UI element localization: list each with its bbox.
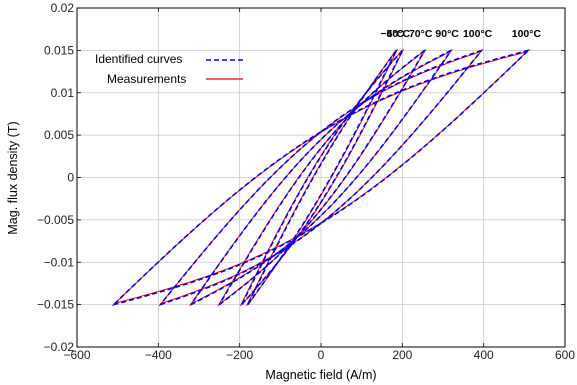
temperature-label: −5°C — [380, 28, 404, 40]
temperature-label: 100°C — [463, 28, 493, 40]
identified-branch-ascending — [160, 49, 483, 306]
temperature-label: 100°C — [512, 28, 542, 40]
legend-label-identified: Identified curves — [95, 52, 182, 66]
temperature-label: 70°C — [409, 28, 433, 40]
y-tick-label: 0 — [67, 171, 74, 185]
y-tick-label: −0.02 — [44, 340, 75, 354]
identified-branch-ascending — [190, 49, 452, 306]
temperature-label: 90°C — [435, 28, 459, 40]
identified-branch-descending — [190, 49, 452, 306]
y-tick-label: 0.015 — [44, 43, 74, 57]
x-tick-labels: −600 −400 −200 0 200 400 600 — [63, 348, 575, 362]
y-tick-label: 0.005 — [44, 128, 74, 142]
temperature-annotations: −5°C40°C70°C 90°C 100°C 100°C — [380, 28, 541, 40]
identified-branch-ascending — [218, 49, 426, 306]
x-tick-label: 600 — [555, 348, 575, 362]
y-tick-label: −0.015 — [37, 298, 74, 312]
identified-branch-descending — [218, 49, 426, 306]
x-axis-label: Magnetic field (A/m) — [265, 368, 376, 382]
identified-curves — [113, 49, 529, 306]
identified-branch-descending — [159, 49, 482, 306]
y-tick-label: 0.02 — [51, 1, 75, 15]
identified-branch-ascending — [241, 50, 404, 306]
x-tick-label: −400 — [145, 348, 172, 362]
identified-branch-ascending — [247, 50, 397, 306]
identified-branch-descending — [247, 49, 397, 305]
legend: Identified curves Measurements — [95, 52, 243, 86]
temperature-label: 40°C — [387, 28, 411, 40]
legend-label-measurements: Measurements — [107, 72, 186, 86]
y-tick-label: 0.01 — [51, 86, 75, 100]
x-tick-label: 0 — [318, 348, 325, 362]
identified-branch-descending — [240, 49, 403, 305]
x-tick-label: −600 — [63, 348, 90, 362]
axis-ticks — [76, 7, 566, 348]
x-tick-label: −200 — [226, 348, 253, 362]
x-tick-label: 200 — [392, 348, 412, 362]
y-axis-label: Mag. flux density (T) — [6, 121, 20, 234]
y-tick-label: −0.01 — [44, 255, 75, 269]
y-tick-labels: −0.02 −0.015 −0.01 −0.005 0 0.005 0.01 0.015 0.0… — [37, 1, 74, 354]
x-tick-label: 400 — [474, 348, 494, 362]
y-tick-label: −0.005 — [37, 213, 74, 227]
